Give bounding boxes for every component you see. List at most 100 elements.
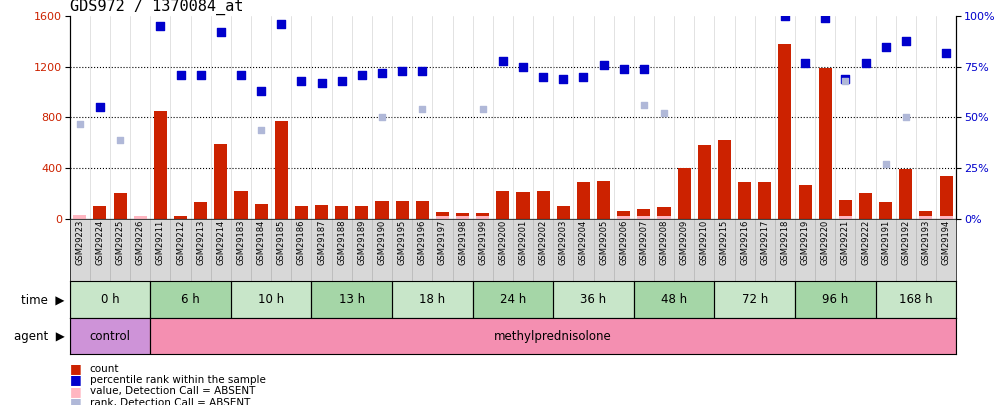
Text: GSM29194: GSM29194 <box>941 220 950 265</box>
Text: GSM29224: GSM29224 <box>96 220 105 265</box>
Bar <box>436 215 449 219</box>
Text: GSM29192: GSM29192 <box>901 220 910 265</box>
Bar <box>456 213 469 219</box>
Point <box>152 23 168 30</box>
Point <box>374 70 390 76</box>
Bar <box>637 209 650 219</box>
Point <box>394 68 410 74</box>
Bar <box>879 202 892 219</box>
Point <box>213 29 229 36</box>
Text: GSM29226: GSM29226 <box>135 220 144 265</box>
Bar <box>839 200 852 219</box>
Point <box>273 21 289 28</box>
Bar <box>637 215 650 219</box>
Point <box>556 76 572 82</box>
Text: GSM29225: GSM29225 <box>116 220 124 265</box>
Bar <box>698 145 711 219</box>
Text: GSM29222: GSM29222 <box>861 220 870 265</box>
Text: GSM29212: GSM29212 <box>176 220 185 265</box>
Point <box>818 15 834 21</box>
Text: GSM29204: GSM29204 <box>579 220 588 265</box>
Text: GSM29187: GSM29187 <box>317 220 326 265</box>
Text: GSM29186: GSM29186 <box>297 220 306 265</box>
Point <box>515 64 531 70</box>
Point <box>897 114 913 121</box>
Text: GSM29203: GSM29203 <box>559 220 568 265</box>
Bar <box>795 281 875 318</box>
Text: GSM29199: GSM29199 <box>478 220 487 265</box>
Text: GSM29201: GSM29201 <box>519 220 528 265</box>
Point <box>192 72 208 78</box>
Text: GSM29215: GSM29215 <box>720 220 729 265</box>
Bar <box>799 185 812 219</box>
Bar <box>153 111 167 219</box>
Point <box>635 102 651 109</box>
Text: GDS972 / 1370084_at: GDS972 / 1370084_at <box>70 0 243 15</box>
Text: GSM29217: GSM29217 <box>760 220 769 265</box>
Bar <box>875 281 956 318</box>
Text: ■: ■ <box>70 396 82 405</box>
Text: agent  ▶: agent ▶ <box>14 330 65 343</box>
Bar <box>597 181 611 219</box>
Point <box>72 120 88 127</box>
Bar <box>234 191 248 219</box>
Point <box>113 136 128 143</box>
Text: GSM29209: GSM29209 <box>679 220 688 265</box>
Bar <box>150 281 231 318</box>
Bar <box>395 201 408 219</box>
Bar <box>919 211 932 219</box>
Point <box>253 88 269 94</box>
Text: methylprednisolone: methylprednisolone <box>494 330 613 343</box>
Bar <box>859 194 872 219</box>
Text: GSM29221: GSM29221 <box>841 220 850 265</box>
Point <box>576 74 592 80</box>
Point <box>777 13 793 19</box>
Bar <box>312 281 392 318</box>
Bar <box>738 182 751 219</box>
Point <box>897 37 913 44</box>
Bar <box>375 201 388 219</box>
Text: GSM29218: GSM29218 <box>781 220 790 265</box>
Bar <box>133 216 146 219</box>
Text: GSM29191: GSM29191 <box>881 220 890 265</box>
Bar <box>473 281 553 318</box>
Bar <box>778 44 792 219</box>
Bar <box>618 215 630 219</box>
Text: control: control <box>90 330 130 343</box>
Point <box>838 78 854 84</box>
Text: percentile rank within the sample: percentile rank within the sample <box>90 375 266 385</box>
Point <box>233 72 249 78</box>
Bar <box>618 211 630 219</box>
Text: GSM29213: GSM29213 <box>196 220 205 265</box>
Bar <box>537 191 550 219</box>
Point <box>354 72 370 78</box>
Bar <box>335 206 349 219</box>
Point <box>858 60 873 66</box>
Bar <box>657 207 670 219</box>
Bar <box>392 281 473 318</box>
Text: GSM29188: GSM29188 <box>338 220 347 265</box>
Text: GSM29184: GSM29184 <box>257 220 266 265</box>
Text: GSM29211: GSM29211 <box>156 220 165 265</box>
Text: GSM29205: GSM29205 <box>600 220 609 265</box>
Text: 96 h: 96 h <box>822 293 849 306</box>
Text: GSM29190: GSM29190 <box>377 220 386 265</box>
Text: GSM29207: GSM29207 <box>639 220 648 265</box>
Text: 10 h: 10 h <box>258 293 284 306</box>
Bar <box>677 168 691 219</box>
Text: GSM29197: GSM29197 <box>438 220 447 265</box>
Point <box>838 76 854 82</box>
Bar <box>496 191 509 219</box>
Text: GSM29214: GSM29214 <box>216 220 225 265</box>
Text: count: count <box>90 364 120 373</box>
Text: GSM29202: GSM29202 <box>539 220 548 265</box>
Bar <box>114 194 126 219</box>
Bar <box>577 182 590 219</box>
Text: 24 h: 24 h <box>500 293 526 306</box>
Bar <box>70 281 150 318</box>
Point <box>635 66 651 72</box>
Point <box>616 66 631 72</box>
Point <box>535 74 551 80</box>
Text: ■: ■ <box>70 385 82 398</box>
Bar <box>517 192 530 219</box>
